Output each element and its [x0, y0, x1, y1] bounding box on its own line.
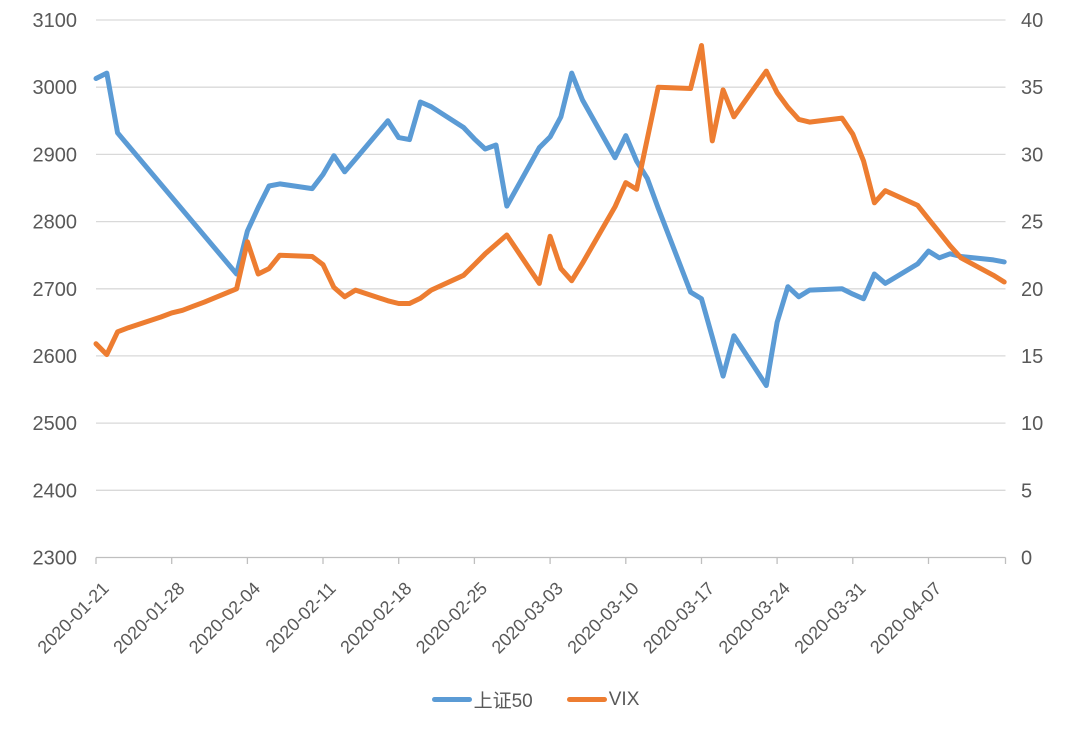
x-axis-tick-label: 2020-02-11	[262, 578, 340, 656]
x-axis-tick-label: 2020-02-25	[412, 578, 491, 657]
chart-legend: 上证50 VIX	[0, 686, 1071, 713]
x-axis-tick-label: 2020-03-17	[639, 578, 718, 657]
series-line-vix	[93, 43, 1007, 358]
x-axis-tick-label: 2020-04-07	[866, 578, 945, 657]
legend-item-vix: VIX	[566, 688, 640, 711]
y-axis-left-tick-label: 2700	[33, 279, 78, 301]
y-axis-right-tick-label: 0	[1021, 548, 1032, 570]
gridlines	[96, 19, 1006, 491]
y-axis-right-tick-label: 10	[1021, 413, 1043, 435]
y-axis-left-labels: 3100 3000 2900 2800 2700 2600 2500 2400 2300	[33, 10, 78, 570]
x-axis-tick-label: 2020-02-18	[336, 578, 415, 657]
y-axis-left-tick-label: 2300	[33, 548, 78, 570]
x-axis-tick-label: 2020-02-04	[185, 578, 264, 657]
legend-swatch-vix-line	[566, 697, 607, 702]
x-axis-tick-label: 2020-03-24	[715, 578, 794, 657]
y-axis-right-tick-label: 40	[1021, 10, 1043, 32]
y-axis-left-tick-label: 2500	[33, 413, 78, 435]
y-axis-left-tick-label: 2400	[33, 480, 78, 502]
y-axis-left-tick-label: 2900	[33, 144, 78, 166]
x-axis-tick-label: 2020-03-31	[790, 578, 869, 657]
y-axis-right-tick-label: 20	[1021, 279, 1043, 301]
y-axis-left-tick-label: 2800	[33, 212, 78, 234]
x-axis-tick-label: 2020-03-03	[488, 578, 567, 657]
y-axis-right-tick-label: 25	[1021, 212, 1043, 234]
x-axis-labels: 2020-01-212020-01-282020-02-042020-02-11…	[34, 578, 946, 657]
y-axis-right-tick-label: 15	[1021, 346, 1043, 368]
legend-swatch-sse50-line	[431, 697, 472, 702]
y-axis-left-tick-label: 3000	[33, 77, 78, 99]
legend-label-sse50: 上证50	[473, 691, 533, 712]
y-axis-right-labels: 40 35 30 25 20 15 10 5 0	[1021, 10, 1043, 570]
series-line-sse50	[93, 70, 1007, 388]
series-lines	[93, 43, 1007, 388]
x-axis-tick-label: 2020-01-21	[34, 578, 113, 657]
y-axis-right-tick-label: 35	[1021, 77, 1043, 99]
y-axis-right-tick-label: 30	[1021, 144, 1043, 166]
y-axis-left-tick-label: 2600	[33, 346, 78, 368]
legend-item-sse50: 上证50	[431, 686, 533, 713]
x-axis-tick-label: 2020-03-10	[563, 578, 642, 657]
y-axis-right-tick-label: 5	[1021, 480, 1032, 502]
x-axis-tick-label: 2020-01-28	[109, 578, 188, 657]
x-axis	[95, 556, 1007, 564]
legend-label-vix: VIX	[608, 688, 640, 710]
y-axis-left-tick-label: 3100	[33, 10, 78, 32]
